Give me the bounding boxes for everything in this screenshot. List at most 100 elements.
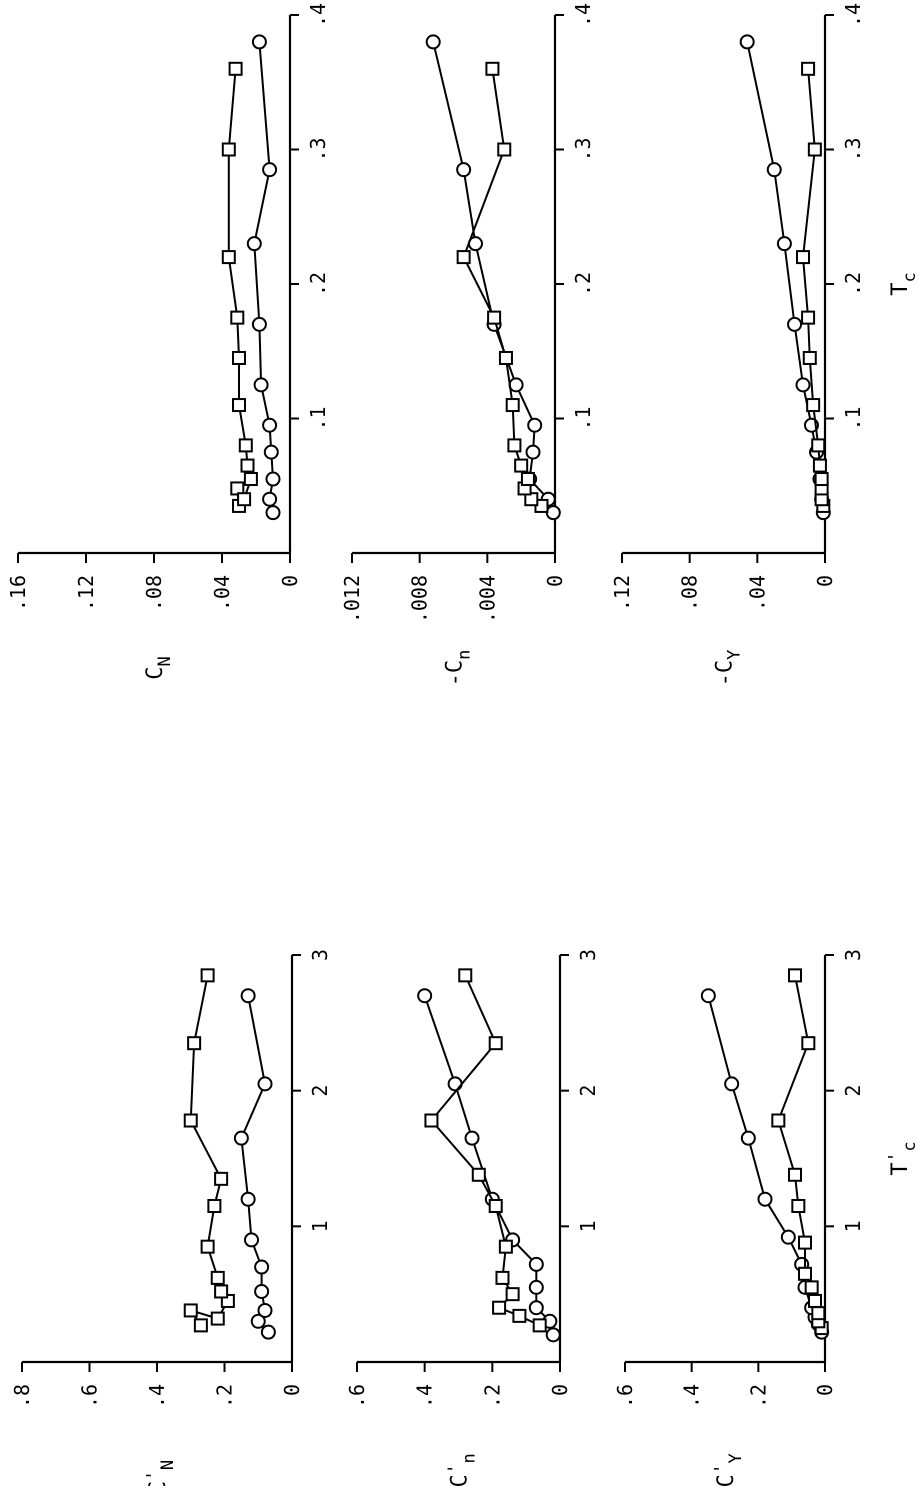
y-tick-label: .4 bbox=[413, 1384, 437, 1408]
y-tick-label: .2 bbox=[746, 1384, 770, 1408]
data-point-circle bbox=[265, 505, 281, 521]
data-point-circle bbox=[257, 1302, 273, 1318]
series-line-square bbox=[430, 974, 541, 1327]
data-point-circle bbox=[739, 34, 755, 50]
data-point-square bbox=[520, 472, 535, 487]
data-point-circle bbox=[254, 1259, 270, 1275]
data-point-circle bbox=[251, 316, 267, 332]
data-point-square bbox=[512, 1308, 527, 1323]
y-tick-label: .4 bbox=[680, 1384, 704, 1408]
y-axis-label: C'N bbox=[143, 1460, 178, 1486]
data-point-square bbox=[230, 310, 245, 325]
y-tick-label: .08 bbox=[142, 575, 166, 611]
data-point-circle bbox=[251, 34, 267, 50]
data-point-square bbox=[505, 398, 520, 413]
x-tick-label: .2 bbox=[841, 272, 865, 296]
data-point-square bbox=[193, 1318, 208, 1333]
y-tick-label: .08 bbox=[678, 575, 702, 611]
series-line-circle bbox=[423, 995, 555, 1336]
data-point-square bbox=[788, 968, 802, 983]
data-point-circle bbox=[776, 236, 792, 252]
data-point-square bbox=[801, 310, 816, 325]
x-tick-label: 1 bbox=[576, 1220, 600, 1232]
y-tick-label: 0 bbox=[543, 575, 567, 587]
y-tick-label: .12 bbox=[74, 575, 98, 611]
y-tick-label: .004 bbox=[475, 575, 499, 623]
data-point-circle bbox=[240, 1191, 256, 1207]
data-point-circle bbox=[525, 444, 541, 460]
data-point-circle bbox=[263, 444, 279, 460]
data-point-square bbox=[495, 1270, 510, 1285]
data-point-square bbox=[798, 1235, 812, 1250]
data-point-circle bbox=[787, 316, 803, 332]
data-point-square bbox=[498, 350, 513, 365]
data-point-square bbox=[210, 1311, 225, 1326]
data-point-square bbox=[487, 310, 502, 325]
data-point-circle bbox=[766, 162, 782, 178]
data-point-square bbox=[498, 1239, 513, 1254]
chart-panel-tc-cn-yaw: 0 .004 .008 .012 .1 .2 .3 .4 -Cn bbox=[340, 3, 595, 686]
y-tick-label: .04 bbox=[745, 575, 769, 611]
x-axis-label: T'c bbox=[885, 1141, 920, 1175]
data-point-square bbox=[424, 1113, 439, 1128]
data-point-circle bbox=[700, 988, 716, 1004]
data-point-circle bbox=[528, 1279, 544, 1295]
y-tick-label: .6 bbox=[345, 1384, 369, 1408]
data-point-circle bbox=[795, 377, 811, 393]
data-point-square bbox=[221, 250, 236, 265]
x-tick-label: 2 bbox=[308, 1085, 332, 1097]
data-point-square bbox=[237, 492, 252, 507]
data-point-circle bbox=[240, 988, 256, 1004]
data-point-circle bbox=[246, 236, 262, 252]
x-tick-label: .1 bbox=[841, 406, 865, 430]
x-tick-label: 3 bbox=[841, 949, 865, 961]
x-tick-label: 3 bbox=[308, 949, 332, 961]
x-tick-label: 2 bbox=[841, 1085, 865, 1097]
x-tick-label: .2 bbox=[306, 272, 330, 296]
data-point-square bbox=[214, 1284, 229, 1299]
x-tick-label: .3 bbox=[571, 137, 595, 161]
x-tick-label: .4 bbox=[306, 3, 330, 27]
data-point-square bbox=[802, 350, 817, 365]
data-point-square bbox=[804, 1280, 819, 1295]
data-point-square bbox=[243, 472, 258, 487]
data-point-circle bbox=[545, 1327, 561, 1343]
data-point-square bbox=[514, 458, 529, 473]
data-point-square bbox=[505, 1287, 520, 1302]
y-axis-label: CN bbox=[143, 656, 175, 680]
y-tick-label: .2 bbox=[213, 1384, 237, 1408]
data-point-square bbox=[183, 1303, 198, 1318]
y-tick-label: .8 bbox=[10, 1384, 34, 1408]
series-line-circle bbox=[432, 41, 555, 514]
x-tick-label: .4 bbox=[571, 3, 595, 27]
x-tick-label: 3 bbox=[576, 949, 600, 961]
data-point-square bbox=[228, 61, 243, 76]
data-point-square bbox=[788, 1167, 802, 1182]
data-point-circle bbox=[417, 988, 433, 1004]
data-point-square bbox=[811, 1306, 826, 1321]
data-point-circle bbox=[724, 1076, 740, 1092]
data-point-square bbox=[507, 438, 522, 453]
chart-panel-tcp-cn: 0 .2 .4 .6 .8 1 2 3 C'N bbox=[10, 949, 332, 1486]
y-tick-label: .16 bbox=[6, 575, 30, 611]
y-tick-label: 0 bbox=[278, 575, 302, 587]
data-point-square bbox=[232, 350, 246, 365]
data-point-circle bbox=[528, 1300, 544, 1316]
y-tick-label: .012 bbox=[340, 575, 364, 623]
x-tick-label: .1 bbox=[306, 406, 330, 430]
data-point-circle bbox=[425, 34, 441, 50]
data-point-circle bbox=[527, 417, 543, 433]
data-point-square bbox=[801, 61, 816, 76]
data-point-square bbox=[240, 458, 255, 473]
y-axis-label: -C'Y bbox=[711, 1453, 746, 1486]
series-line-circle bbox=[253, 41, 275, 513]
data-point-square bbox=[801, 1036, 816, 1051]
data-point-circle bbox=[262, 162, 278, 178]
data-point-circle bbox=[508, 377, 524, 393]
data-point-square bbox=[214, 1171, 229, 1186]
y-tick-label: 0 bbox=[813, 1384, 837, 1396]
data-point-square bbox=[207, 1198, 222, 1213]
data-point-square bbox=[771, 1113, 786, 1128]
data-point-square bbox=[492, 1300, 507, 1315]
data-point-circle bbox=[254, 1283, 270, 1299]
